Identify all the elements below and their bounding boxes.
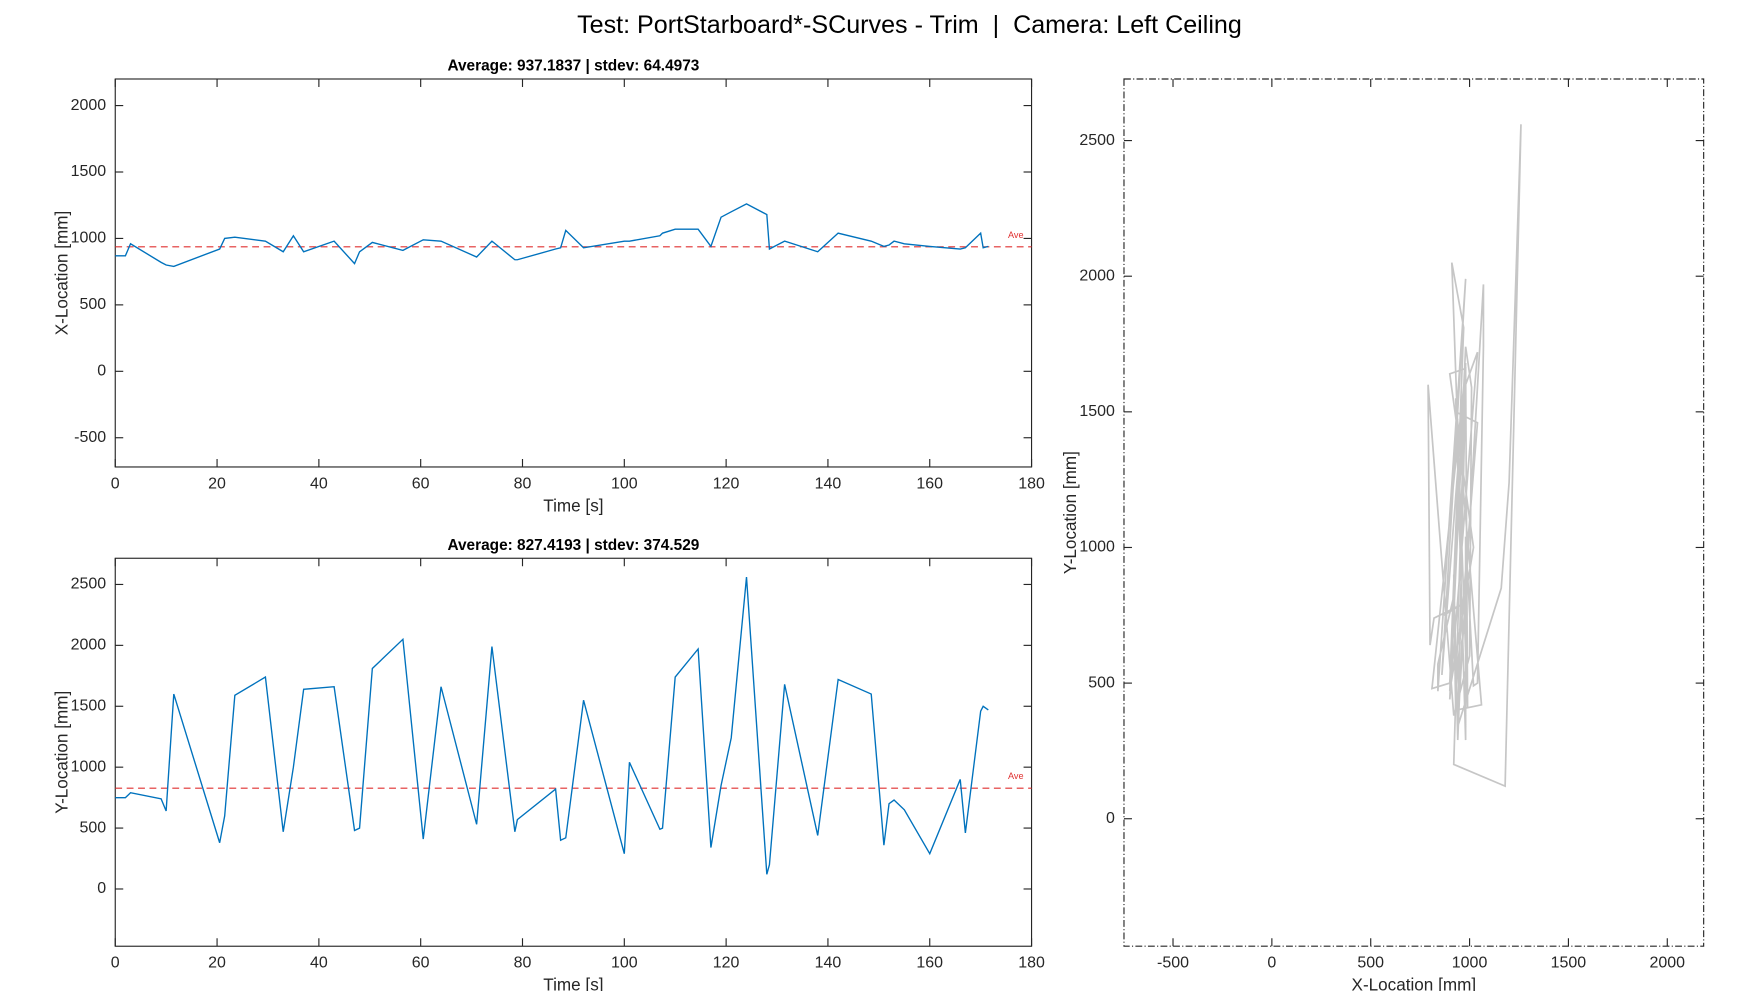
axes-box — [114, 557, 1033, 947]
x-tick-label: 120 — [713, 475, 740, 492]
x-tick-label: 160 — [916, 475, 943, 492]
x-tick-label: 160 — [916, 955, 943, 972]
x-tick-label: 2000 — [1650, 955, 1686, 972]
y-axis-label: X-Location [mm] — [52, 211, 71, 336]
x-axis-label: X-Location [mm] — [1352, 976, 1477, 991]
x-tick-label: -500 — [1157, 955, 1189, 972]
x-tick-label: 40 — [310, 955, 328, 972]
x-axis-label: Time [s] — [543, 496, 603, 515]
average-label: Ave — [1008, 230, 1024, 240]
y-tick-label: 1500 — [71, 163, 107, 180]
x-tick-label: 140 — [815, 955, 842, 972]
y-tick-label: 2500 — [71, 576, 107, 593]
trajectory-line — [1427, 124, 1522, 788]
x-tick-label: 500 — [1357, 955, 1384, 972]
x-tick-label: 100 — [611, 955, 638, 972]
axes-box — [114, 78, 1033, 468]
y-tick-label: 0 — [97, 880, 106, 897]
y-tick-label: 2500 — [1079, 132, 1115, 149]
x-tick-label: 0 — [1267, 955, 1276, 972]
x-tick-label: 1500 — [1551, 955, 1587, 972]
y-tick-label: 1000 — [71, 230, 107, 247]
axes-title: Average: 827.4193 | stdev: 374.529 — [447, 537, 699, 554]
x-tick-label: 100 — [611, 475, 638, 492]
axes-box — [1123, 78, 1705, 947]
y-tick-label: -500 — [74, 429, 106, 446]
y-tick-label: 500 — [1088, 674, 1115, 691]
x-axis-label: Time [s] — [543, 976, 603, 991]
y-tick-label: 0 — [1106, 810, 1115, 827]
y-tick-label: 2000 — [1079, 267, 1115, 284]
x-tick-label: 40 — [310, 475, 328, 492]
y-tick-label: 0 — [97, 363, 106, 380]
x-tick-label: 180 — [1018, 955, 1045, 972]
x-tick-label: 0 — [111, 955, 120, 972]
x-tick-label: 80 — [514, 955, 532, 972]
axes-title: Average: 937.1837 | stdev: 64.4973 — [447, 58, 699, 75]
figure-title: Test: PortStarboard*-SCurves - Trim | Ca… — [577, 11, 1242, 39]
x-tick-label: 0 — [111, 475, 120, 492]
y-tick-label: 1000 — [71, 758, 107, 775]
y-tick-label: 2000 — [71, 97, 107, 114]
y-tick-label: 500 — [79, 819, 106, 836]
x-tick-label: 1000 — [1452, 955, 1488, 972]
x-tick-label: 80 — [514, 475, 532, 492]
x-tick-label: 60 — [412, 475, 430, 492]
average-label: Ave — [1008, 771, 1024, 781]
y-tick-label: 1500 — [1079, 403, 1115, 420]
x-tick-label: 20 — [208, 955, 226, 972]
x-tick-label: 20 — [208, 475, 226, 492]
y-tick-label: 1000 — [1079, 539, 1115, 556]
data-line — [115, 203, 989, 268]
y-axis-label: Y-Location [mm] — [1061, 451, 1080, 574]
x-tick-label: 140 — [815, 475, 842, 492]
x-tick-label: 60 — [412, 955, 430, 972]
y-tick-label: 500 — [79, 296, 106, 313]
x-tick-label: 120 — [713, 955, 740, 972]
y-tick-label: 2000 — [71, 637, 107, 654]
data-line — [115, 577, 989, 875]
x-tick-label: 180 — [1018, 475, 1045, 492]
y-tick-label: 1500 — [71, 697, 107, 714]
y-axis-label: Y-Location [mm] — [52, 691, 71, 814]
